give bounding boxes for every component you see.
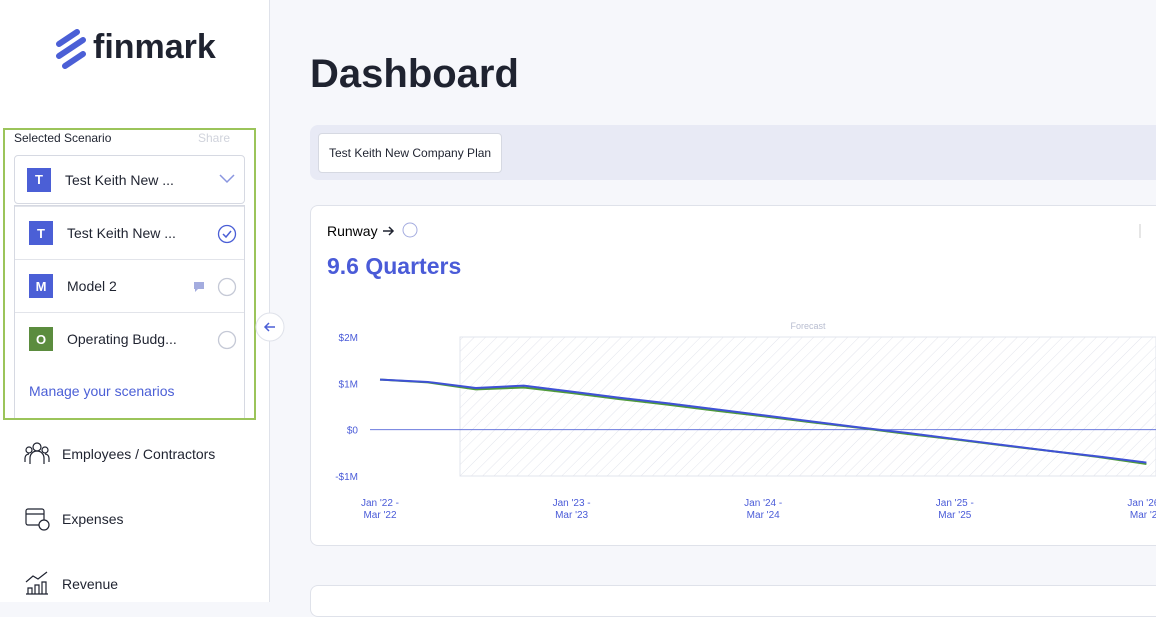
- scenario-option[interactable]: T Test Keith New ...: [15, 206, 244, 259]
- chart-subtitle: 9.6 Quarters: [327, 253, 461, 279]
- option-initial: O: [29, 327, 53, 351]
- forecast-region: [459, 336, 1156, 477]
- x-tick-label: Jan '23 -: [553, 498, 591, 509]
- scenario-initial: T: [27, 167, 51, 192]
- logo-text: finmark: [93, 28, 216, 66]
- tab[interactable]: Test Keith New Company Plan: [318, 133, 503, 173]
- y-tick-label: -$1M: [335, 472, 358, 483]
- option-name: Test Keith New ...: [67, 225, 176, 241]
- x-tick-label: Mar '23: [555, 510, 588, 521]
- runway-chart: Runway 9.6 Quarters Forecast -$1M $0 $1M $2M…: [327, 222, 1156, 521]
- page-title: Dashboard: [310, 52, 519, 96]
- nav-item[interactable]: Expenses: [24, 505, 123, 533]
- radio[interactable]: [217, 277, 237, 297]
- chevron: [219, 174, 235, 184]
- nav-icon: [24, 442, 50, 464]
- nav-label: Expenses: [62, 511, 124, 527]
- option-initial: M: [29, 274, 53, 298]
- x-tick-label: Mar '25: [938, 510, 971, 521]
- next-card: [310, 585, 1156, 617]
- option-name: Model 2: [67, 278, 117, 294]
- x-tick-label: Jan '26 -: [1127, 498, 1156, 509]
- x-tick-label: Jan '24 -: [744, 498, 782, 509]
- x-tick-label: Mar '24: [747, 510, 780, 521]
- nav-icon: [25, 571, 48, 595]
- collapse-button[interactable]: [254, 312, 286, 344]
- y-tick-label: $2M: [339, 333, 358, 344]
- radio[interactable]: [217, 224, 237, 244]
- info-icon: [402, 222, 418, 238]
- x-tick-label: Mar '26: [1130, 510, 1156, 521]
- y-tick-label: $0: [347, 426, 359, 437]
- scenario-option[interactable]: M Model 2: [15, 259, 244, 312]
- y-tick-label: $1M: [339, 379, 358, 390]
- option-name: Operating Budg...: [67, 331, 177, 347]
- chart-title: Runway: [327, 223, 378, 239]
- x-tick-label: Jan '22 -: [361, 498, 399, 509]
- scenario-label: Selected Scenario: [14, 131, 112, 145]
- radio[interactable]: [217, 330, 237, 350]
- nav-item[interactable]: Revenue: [24, 570, 118, 598]
- scenario-dropdown[interactable]: T Test Keith New ...: [14, 155, 245, 204]
- highlight-box: [3, 128, 256, 420]
- series-line: [379, 378, 1147, 464]
- share-link[interactable]: Share: [198, 131, 231, 145]
- scenario-name: Test Keith New ...: [65, 171, 174, 188]
- scenario-option[interactable]: O Operating Budg...: [15, 312, 244, 365]
- nav-label: Employees / Contractors: [62, 446, 216, 462]
- sidebar: finmark Selected Scenario Share T Test K…: [0, 0, 270, 602]
- comment-icon: [194, 282, 204, 292]
- arrow-icon: [383, 226, 395, 236]
- option-initial: T: [29, 221, 53, 245]
- logo-icon: [56, 29, 86, 69]
- nav-icon: [25, 508, 50, 531]
- forecast-label: Forecast: [790, 321, 826, 331]
- x-tick-label: Mar '22: [363, 510, 396, 521]
- manage-link[interactable]: Manage your scenarios: [29, 383, 175, 399]
- nav-label: Revenue: [62, 576, 119, 592]
- nav-item[interactable]: Employees / Contractors: [24, 440, 215, 468]
- x-tick-label: Jan '25 -: [936, 498, 974, 509]
